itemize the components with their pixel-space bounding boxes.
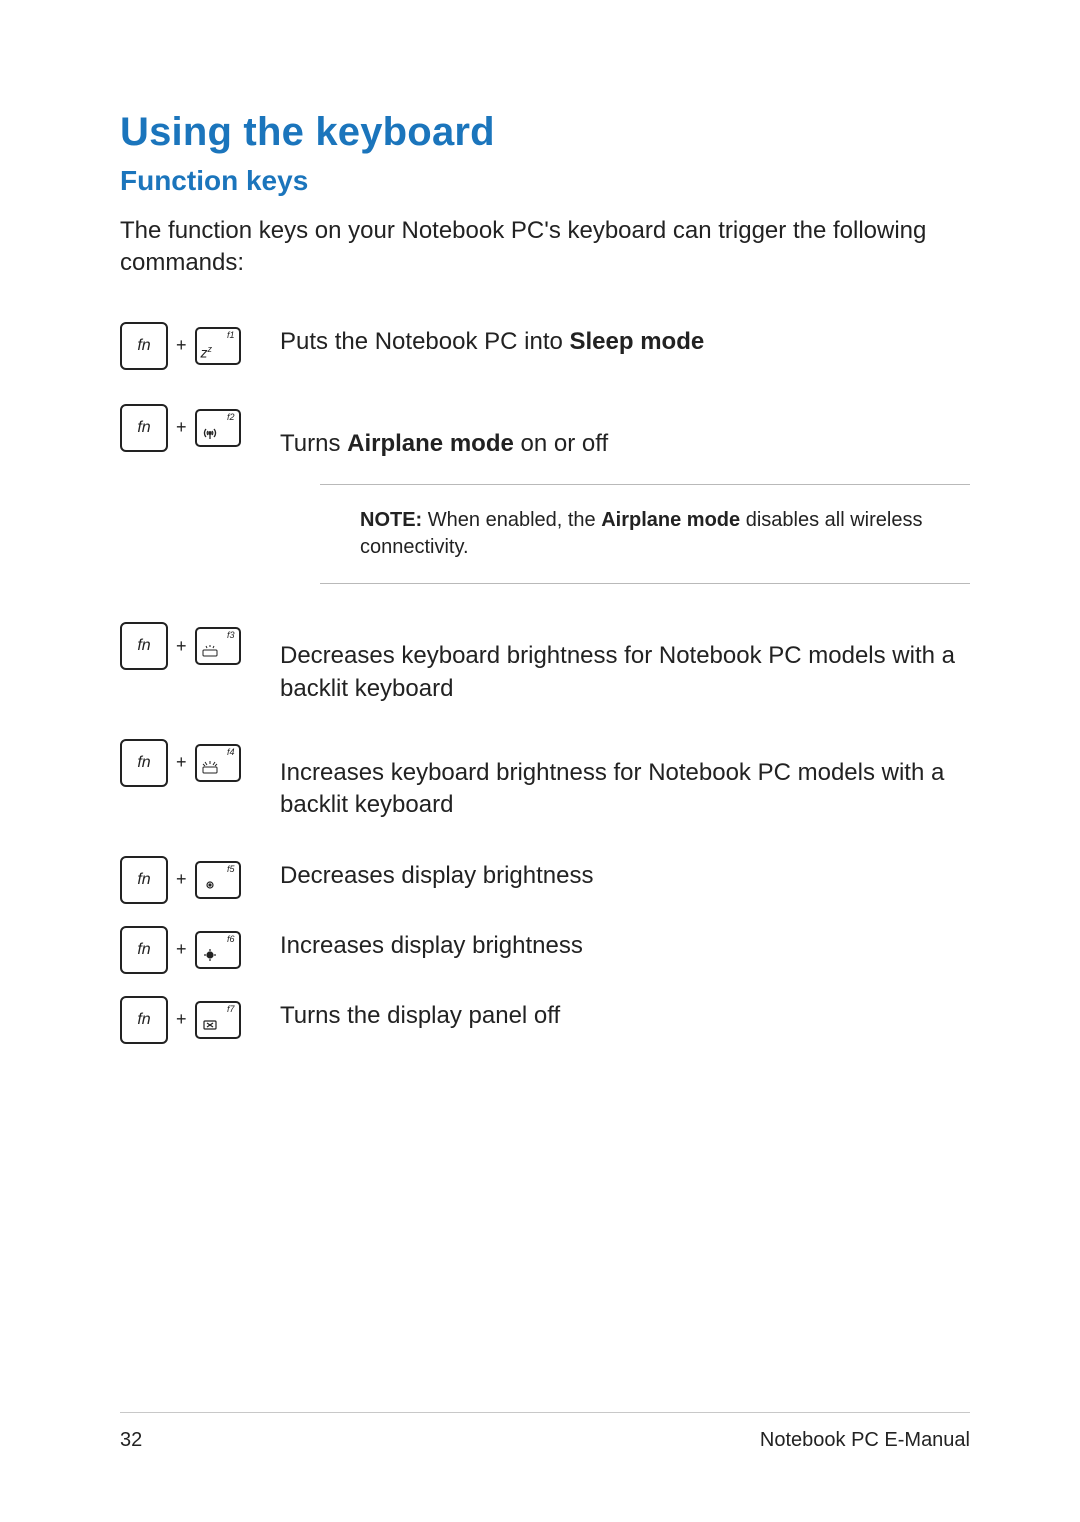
f2-key: f2 [195,409,241,447]
plus-sign: + [176,636,187,657]
f7-description: Turns the display panel off [280,994,970,1032]
f3-key: f3 [195,627,241,665]
f3-description: Decreases keyboard brightness for Notebo… [280,620,970,705]
intro-text: The function keys on your Notebook PC's … [120,215,970,280]
fn-row-f1: fn + f1 zz Puts the Notebook PC into Sle… [120,320,970,370]
fn-row-f5: fn + f5 Decreases display brightness [120,854,970,904]
f-number: f6 [227,934,235,944]
brightness-down-icon [201,878,219,894]
fn-key: fn [120,739,168,787]
f6-key: f6 [195,931,241,969]
key-combo: fn + f1 zz [120,320,280,370]
fn-key: fn [120,322,168,370]
fn-key: fn [120,622,168,670]
f4-key: f4 [195,744,241,782]
f6-description: Increases display brightness [280,924,970,962]
f-number: f5 [227,864,235,874]
keyboard-dim-icon [201,644,219,660]
f2-description: Turns Airplane mode on or off [280,402,970,460]
key-combo: fn + f5 [120,854,280,904]
section-subtitle: Function keys [120,165,970,197]
f1-key: f1 zz [195,327,241,365]
sleep-icon: zz [201,345,213,360]
page-number: 32 [120,1429,142,1452]
f-number: f4 [227,747,235,757]
display-off-icon [201,1018,219,1034]
key-combo: fn + f7 [120,994,280,1044]
fn-row-f7: fn + f7 Turns the display panel off [120,994,970,1044]
fn-row-f3: fn + f3 Decreases keyboard brightness fo… [120,620,970,705]
f-number: f2 [227,412,235,422]
fn-row-f4: fn + f4 Increases keyboard brightness fo… [120,737,970,822]
plus-sign: + [176,335,187,356]
footer-rule [120,1412,970,1413]
fn-row-f2: fn + f2 Turns Airplane mode on or off [120,402,970,460]
note-content: NOTE: When enabled, the Airplane mode di… [320,485,970,583]
keyboard-bright-icon [201,761,219,777]
note-rule-bottom [320,583,970,584]
f1-description: Puts the Notebook PC into Sleep mode [280,320,970,358]
fn-key: fn [120,856,168,904]
f5-key: f5 [195,861,241,899]
key-combo: fn + f2 [120,402,280,452]
note-box: NOTE: When enabled, the Airplane mode di… [320,484,970,584]
plus-sign: + [176,869,187,890]
fn-key: fn [120,926,168,974]
f7-key: f7 [195,1001,241,1039]
f-number: f1 [227,330,235,340]
wireless-icon [201,426,219,442]
f4-description: Increases keyboard brightness for Notebo… [280,737,970,822]
fn-key: fn [120,996,168,1044]
fn-row-f6: fn + f6 Increases display brightness [120,924,970,974]
key-combo: fn + f4 [120,737,280,787]
page-footer: 32 Notebook PC E-Manual [120,1412,970,1452]
brightness-up-icon [201,948,219,964]
f-number: f3 [227,630,235,640]
fn-key: fn [120,404,168,452]
key-combo: fn + f3 [120,620,280,670]
f-number: f7 [227,1004,235,1014]
page-title: Using the keyboard [120,110,970,155]
footer-title: Notebook PC E-Manual [760,1429,970,1452]
plus-sign: + [176,752,187,773]
key-combo: fn + f6 [120,924,280,974]
plus-sign: + [176,939,187,960]
plus-sign: + [176,1009,187,1030]
plus-sign: + [176,417,187,438]
f5-description: Decreases display brightness [280,854,970,892]
